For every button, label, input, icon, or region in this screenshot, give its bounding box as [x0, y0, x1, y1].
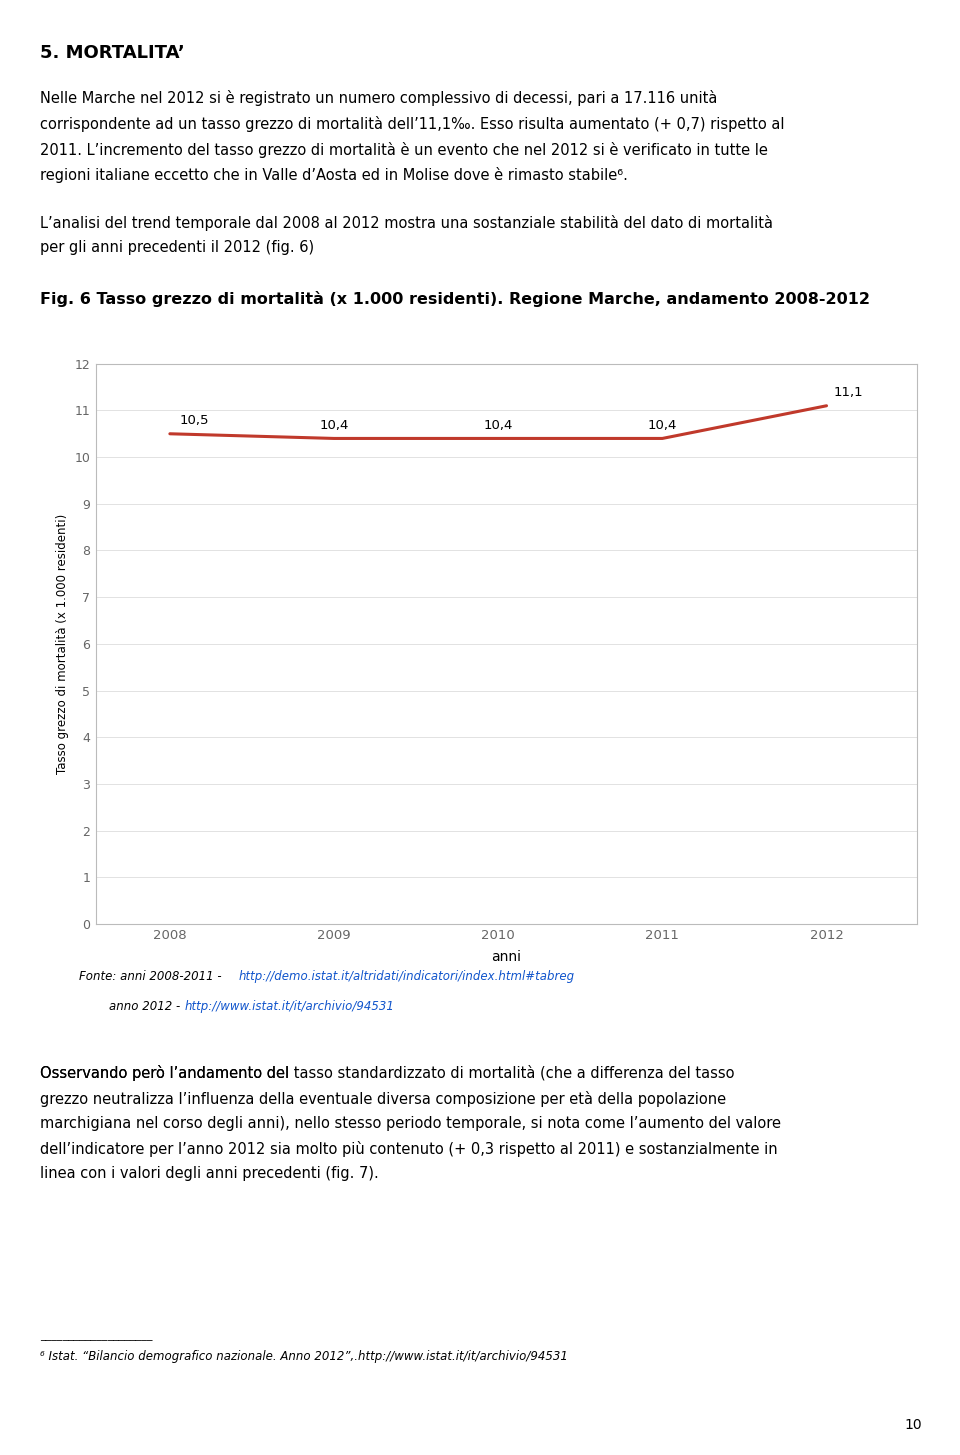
Text: 10,4: 10,4 — [484, 419, 513, 432]
Text: Osservando però l’andamento del tasso standardizzato di mortalità (che a differe: Osservando però l’andamento del tasso st… — [40, 1065, 781, 1180]
Y-axis label: Tasso grezzo di mortalità (x 1.000 residenti): Tasso grezzo di mortalità (x 1.000 resid… — [56, 514, 69, 774]
Text: 10,4: 10,4 — [648, 419, 677, 432]
Text: http://demo.istat.it/altridati/indicatori/index.html#tabreg: http://demo.istat.it/altridati/indicator… — [238, 970, 574, 984]
X-axis label: anni: anni — [492, 950, 521, 965]
Text: Fonte: anni 2008-2011 -: Fonte: anni 2008-2011 - — [79, 970, 225, 984]
Text: 10,5: 10,5 — [180, 415, 209, 428]
Text: Nelle Marche nel 2012 si è registrato un numero complessivo di decessi, pari a 1: Nelle Marche nel 2012 si è registrato un… — [40, 90, 785, 183]
Text: L’analisi del trend temporale dal 2008 al 2012 mostra una sostanziale stabilità : L’analisi del trend temporale dal 2008 a… — [40, 215, 774, 255]
Text: http://www.istat.it/it/archivio/94531: http://www.istat.it/it/archivio/94531 — [184, 1000, 395, 1013]
Text: ⁶ Istat. “Bilancio demografico nazionale. Anno 2012”,.http://www.istat.it/it/arc: ⁶ Istat. “Bilancio demografico nazionale… — [40, 1350, 568, 1363]
Text: 5. MORTALITA’: 5. MORTALITA’ — [40, 44, 185, 61]
Text: 11,1: 11,1 — [833, 386, 863, 399]
Text: ____________________: ____________________ — [40, 1331, 153, 1342]
Text: Osservando però l’andamento del: Osservando però l’andamento del — [40, 1065, 294, 1081]
Text: Fig. 6 Tasso grezzo di mortalità (x 1.000 residenti). Regione Marche, andamento : Fig. 6 Tasso grezzo di mortalità (x 1.00… — [40, 291, 871, 307]
Text: anno 2012 -: anno 2012 - — [109, 1000, 184, 1013]
Text: 10,4: 10,4 — [320, 419, 348, 432]
Text: 10: 10 — [904, 1417, 922, 1432]
